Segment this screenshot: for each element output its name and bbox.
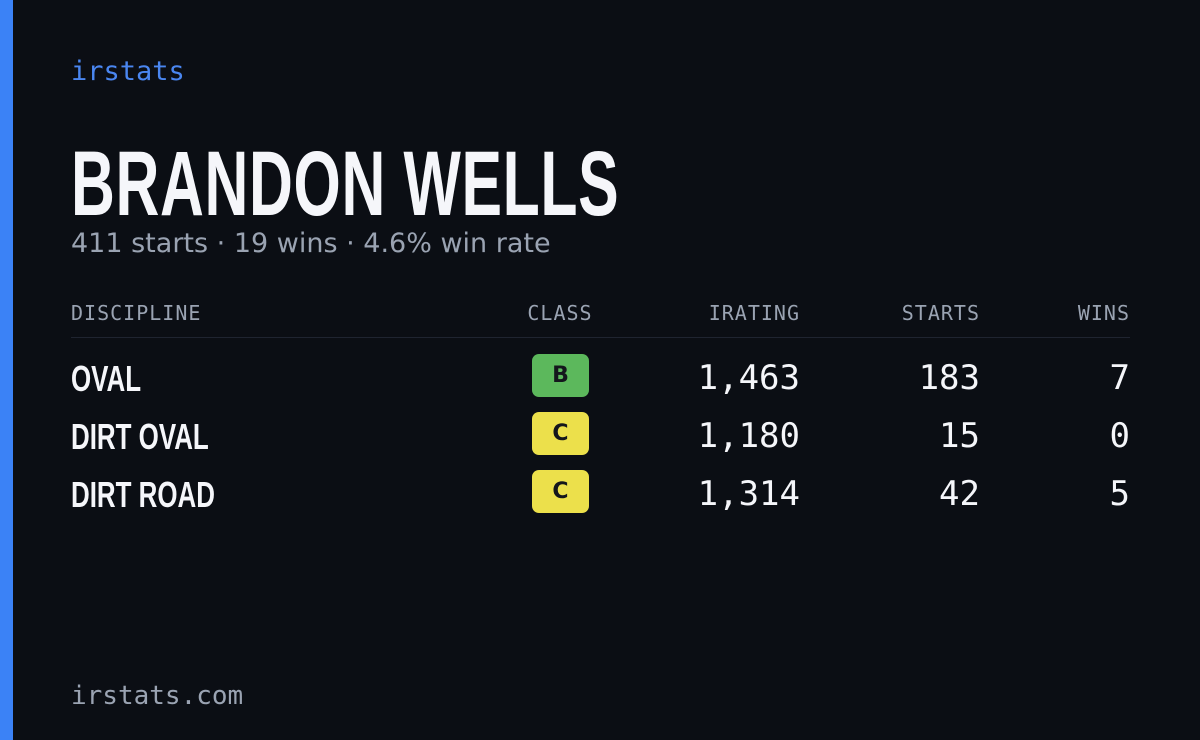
irating-value: 1,314 (697, 474, 800, 514)
discipline: OVAL (71, 358, 142, 399)
subtitle: 411 starts · 19 wins · 4.6% win rate (71, 228, 551, 259)
discipline: DIRT OVAL (71, 416, 209, 457)
column-header: CLASS (527, 301, 593, 325)
starts-value: 42 (939, 474, 980, 514)
wins-value: 5 (1109, 474, 1130, 514)
accent-bar (0, 0, 13, 740)
irating-value: 1,463 (697, 358, 800, 398)
column-header: STARTS (901, 301, 980, 325)
class-badge: B (532, 354, 589, 397)
column-header: WINS (1077, 301, 1130, 325)
wins-value: 0 (1109, 416, 1130, 456)
irating-value: 1,180 (697, 416, 800, 456)
column-header: DISCIPLINE (71, 301, 202, 325)
brand: irstats (71, 56, 185, 87)
starts-value: 183 (918, 358, 980, 398)
driver-name: BRANDON WELLS (71, 133, 620, 235)
discipline: DIRT ROAD (71, 474, 215, 515)
starts-value: 15 (939, 416, 980, 456)
wins-value: 7 (1109, 358, 1130, 398)
footer-site: irstats.com (71, 681, 244, 711)
header-rule (71, 337, 1130, 338)
column-header: IRATING (708, 301, 800, 325)
class-badge: C (532, 470, 589, 513)
class-badge: C (532, 412, 589, 455)
